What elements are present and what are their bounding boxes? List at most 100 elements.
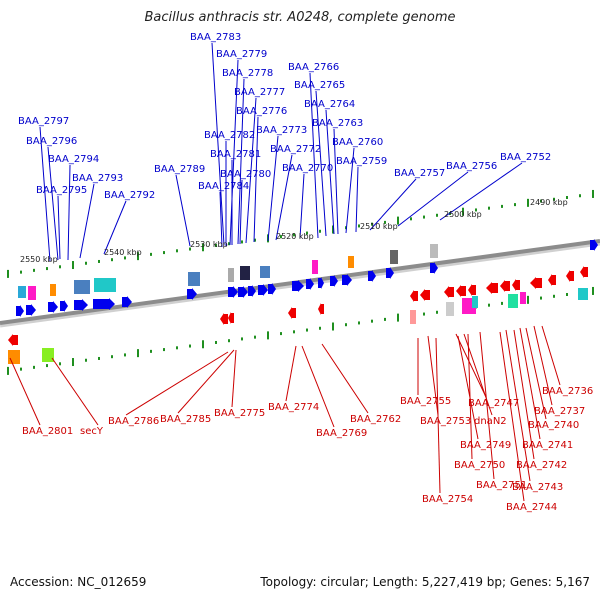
forward-leader-line (333, 128, 339, 235)
forward-gene-arrow (228, 286, 238, 298)
feature-box (228, 268, 234, 282)
forward-gene-label: BAA_2778 (222, 68, 273, 79)
reverse-leader-line (467, 333, 473, 460)
forward-gene-arrow (330, 275, 338, 287)
forward-leader-line (67, 164, 71, 261)
forward-leader-line (211, 42, 225, 246)
accession-text: Accession: NC_012659 (10, 575, 147, 589)
feature-box (446, 302, 454, 316)
forward-gene-label: BAA_2797 (18, 116, 69, 127)
reverse-leader-line (177, 349, 235, 414)
reverse-gene-arrow (444, 286, 454, 298)
reverse-gene-label: BAA_2762 (350, 414, 401, 425)
forward-gene-label: BAA_2784 (198, 181, 249, 192)
feature-box (240, 266, 250, 280)
forward-leader-line (345, 147, 355, 234)
genome-summary-text: Topology: circular; Length: 5,227,419 bp… (260, 575, 590, 589)
forward-leader-line (245, 97, 257, 244)
reverse-gene-label: BAA_2786 (108, 416, 159, 427)
feature-box (74, 280, 90, 294)
forward-gene-arrow (60, 300, 68, 312)
reverse-gene-label: BAA_2769 (316, 428, 367, 439)
reverse-gene-arrow (530, 277, 542, 289)
reverse-gene-label: secY (80, 426, 104, 437)
forward-gene-arrow (74, 299, 88, 311)
map-title: Bacillus anthracis str. A0248, complete … (144, 10, 456, 25)
reverse-leader-line (321, 343, 369, 414)
reverse-gene-arrow (220, 313, 228, 325)
forward-leader-line (439, 162, 523, 221)
reverse-leader-line (505, 329, 531, 482)
reverse-leader-line (533, 325, 553, 406)
reverse-leader-line (51, 357, 99, 426)
reverse-leader-line (125, 351, 229, 416)
reverse-leader-line (519, 327, 541, 440)
forward-leader-line (237, 78, 245, 245)
reverse-gene-arrow (580, 266, 588, 278)
reverse-gene-label: BAA_2737 (534, 406, 585, 417)
forward-gene-arrow (292, 280, 304, 292)
forward-gene-label: BAA_2782 (204, 130, 255, 141)
forward-gene-arrow (268, 283, 276, 295)
forward-leader-line (397, 171, 469, 227)
kbp-label: 2540 kbp (104, 248, 142, 257)
feature-box (348, 256, 354, 268)
forward-gene-label: BAA_2757 (394, 168, 445, 179)
forward-gene-arrow (248, 285, 256, 297)
forward-gene-label: BAA_2766 (288, 62, 339, 73)
forward-gene-arrow (368, 270, 376, 282)
forward-gene-label: BAA_2763 (312, 118, 363, 129)
reverse-gene-label: BAA_2774 (268, 402, 319, 413)
reverse-gene-label: BAA_2754 (422, 494, 473, 505)
reverse-gene-arrow (288, 307, 296, 319)
forward-leader-line (103, 200, 127, 255)
reverse-gene-label: BAA_2740 (528, 420, 579, 431)
forward-gene-arrow (48, 301, 58, 313)
forward-leader-line (57, 195, 61, 260)
reverse-leader-line (9, 357, 41, 426)
reverse-gene-label: BAA_2755 (400, 396, 451, 407)
forward-gene-label: BAA_2779 (216, 49, 267, 60)
forward-leader-line (267, 135, 279, 242)
reverse-leader-line (541, 325, 561, 386)
reverse-leader-line (479, 331, 495, 480)
forward-leader-line (229, 59, 239, 246)
forward-gene-arrow (122, 296, 132, 308)
forward-gene-arrow (238, 286, 248, 298)
feature-box (42, 348, 54, 362)
forward-gene-arrow (306, 278, 314, 290)
forward-leader-line (79, 183, 95, 259)
forward-gene-label: BAA_2759 (336, 156, 387, 167)
reverse-gene-arrow (512, 279, 520, 291)
forward-leader-line (325, 109, 335, 235)
reverse-gene-label: BAA_2747 (468, 398, 519, 409)
kbp-label: 2550 kbp (20, 255, 58, 264)
forward-gene-arrow (342, 274, 352, 286)
feature-box (430, 244, 438, 258)
reverse-leader-line (455, 333, 487, 398)
forward-leader-line (175, 174, 191, 247)
reverse-leader-line (231, 349, 237, 408)
forward-gene-label: BAA_2764 (304, 99, 355, 110)
forward-leader-line (275, 154, 293, 241)
forward-leader-line (369, 178, 417, 231)
forward-gene-arrow (187, 288, 197, 300)
leader-line-layer (9, 42, 561, 502)
forward-leader-line (239, 179, 243, 245)
reverse-gene-arrow (228, 312, 234, 324)
forward-gene-label: BAA_2756 (446, 161, 497, 172)
kbp-label: 2510 kbp (360, 222, 398, 231)
forward-leader-line (219, 191, 223, 248)
kbp-label: 2530 kbp (190, 240, 228, 249)
reverse-gene-arrow (420, 289, 430, 301)
reverse-leader-line (301, 345, 335, 428)
forward-gene-label: BAA_2795 (36, 185, 87, 196)
tick-layer (7, 189, 594, 375)
reverse-leader-line (457, 335, 479, 440)
reverse-gene-arrow (548, 274, 556, 286)
feature-box (50, 284, 56, 296)
reverse-leader-line (525, 327, 547, 420)
forward-gene-label: BAA_2792 (104, 190, 155, 201)
forward-gene-arrow (386, 267, 394, 279)
forward-gene-arrow (590, 239, 598, 251)
